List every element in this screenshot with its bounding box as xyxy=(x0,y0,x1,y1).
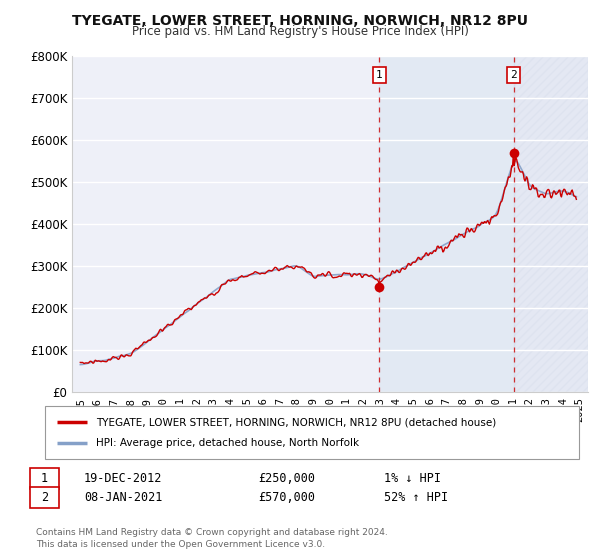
Text: HPI: Average price, detached house, North Norfolk: HPI: Average price, detached house, Nort… xyxy=(96,438,359,448)
Text: TYEGATE, LOWER STREET, HORNING, NORWICH, NR12 8PU (detached house): TYEGATE, LOWER STREET, HORNING, NORWICH,… xyxy=(96,417,496,427)
Bar xyxy=(514,56,588,392)
Text: Contains HM Land Registry data © Crown copyright and database right 2024.
This d: Contains HM Land Registry data © Crown c… xyxy=(36,528,388,549)
Text: £570,000: £570,000 xyxy=(258,491,315,505)
Text: 2: 2 xyxy=(41,491,48,505)
Text: 1% ↓ HPI: 1% ↓ HPI xyxy=(384,472,441,485)
Text: Price paid vs. HM Land Registry's House Price Index (HPI): Price paid vs. HM Land Registry's House … xyxy=(131,25,469,38)
Text: 2: 2 xyxy=(510,70,517,80)
Text: 08-JAN-2021: 08-JAN-2021 xyxy=(84,491,163,505)
Text: 1: 1 xyxy=(376,70,383,80)
Text: TYEGATE, LOWER STREET, HORNING, NORWICH, NR12 8PU: TYEGATE, LOWER STREET, HORNING, NORWICH,… xyxy=(72,14,528,28)
Text: 52% ↑ HPI: 52% ↑ HPI xyxy=(384,491,448,505)
Bar xyxy=(379,56,514,392)
Text: 19-DEC-2012: 19-DEC-2012 xyxy=(84,472,163,485)
Text: 1: 1 xyxy=(41,472,48,485)
Text: £250,000: £250,000 xyxy=(258,472,315,485)
